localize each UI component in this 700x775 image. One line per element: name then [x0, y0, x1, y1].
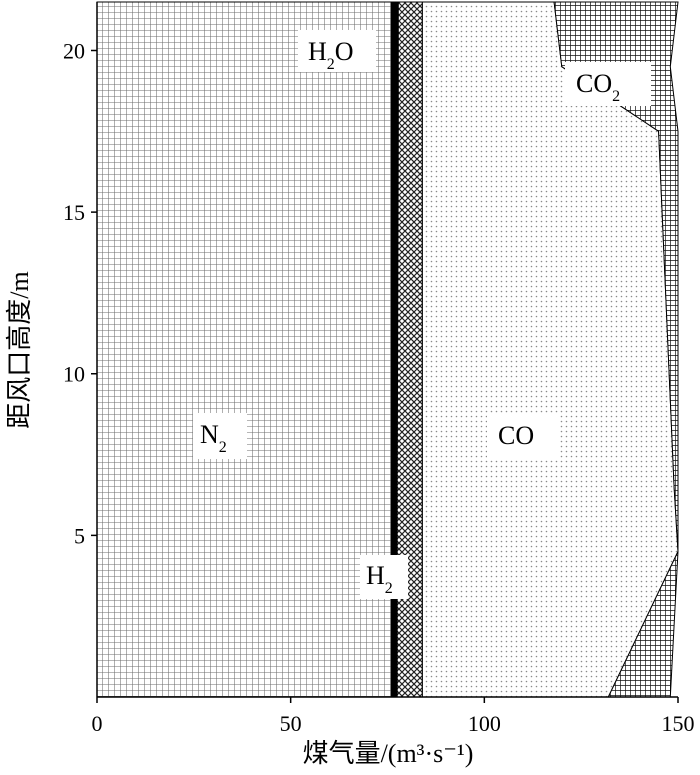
label-n2-sub: 2	[219, 439, 227, 456]
area-co	[553, 1, 679, 698]
label-h2o: H2O	[298, 30, 376, 73]
label-h2o-sub: 2	[327, 56, 335, 73]
label-n2: N2	[193, 413, 247, 459]
stacked-areas	[96, 1, 679, 698]
label-co: CO	[487, 413, 559, 459]
label-h2: H2	[360, 555, 408, 599]
y-axis-title: 距风口高度/m	[5, 271, 34, 428]
area-n	[96, 1, 392, 698]
label-co-main: CO	[498, 421, 534, 450]
label-h2o-main: H	[308, 37, 327, 66]
label-co2: CO2	[565, 62, 651, 106]
label-co2-sub: 2	[612, 88, 620, 105]
x-tick-label-0: 0	[92, 711, 103, 736]
y-tick-label-5: 5	[74, 523, 85, 548]
axis-ticks: 0 50 100 150 5 10 15 20	[63, 38, 695, 736]
label-n2-main: N	[200, 420, 219, 449]
x-tick-label-50: 50	[280, 711, 302, 736]
y-tick-label-20: 20	[63, 38, 85, 63]
x-tick-label-150: 150	[662, 711, 695, 736]
label-co2-main: CO	[576, 69, 612, 98]
label-h2-main: H	[366, 561, 385, 590]
y-tick-label-10: 10	[63, 362, 85, 387]
x-tick-label-100: 100	[468, 711, 501, 736]
svg-text:N2: N2	[200, 420, 227, 456]
label-h2-sub: 2	[385, 580, 393, 597]
x-axis-title: 煤气量/(m³·s⁻¹)	[303, 739, 474, 768]
svg-text:H2O: H2O	[308, 37, 354, 73]
svg-text:CO2: CO2	[576, 69, 620, 105]
label-h2o-tail: O	[335, 37, 354, 66]
svg-text:H2: H2	[366, 561, 393, 597]
y-tick-label-15: 15	[63, 200, 85, 225]
